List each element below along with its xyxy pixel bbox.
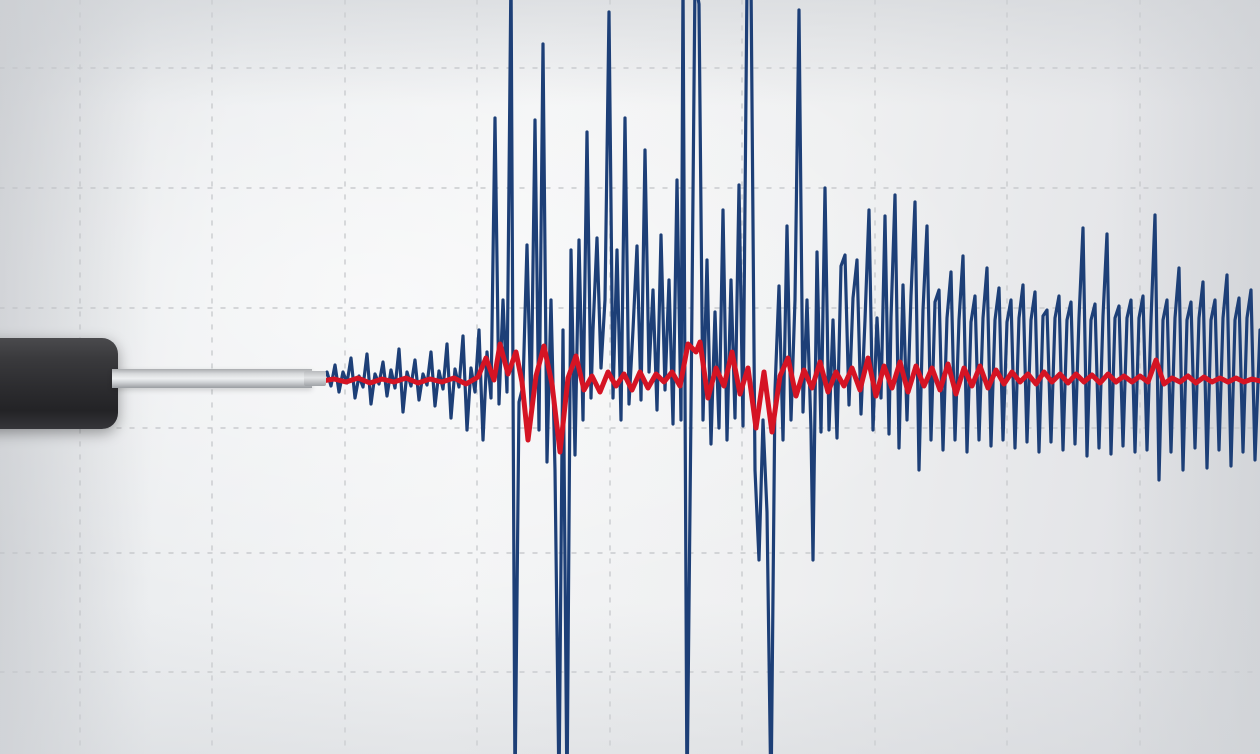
stylus-housing — [0, 338, 118, 429]
secondary-seismic-trace — [319, 339, 1260, 455]
stylus-pen-tip — [304, 371, 326, 386]
stylus-arm — [112, 369, 312, 388]
